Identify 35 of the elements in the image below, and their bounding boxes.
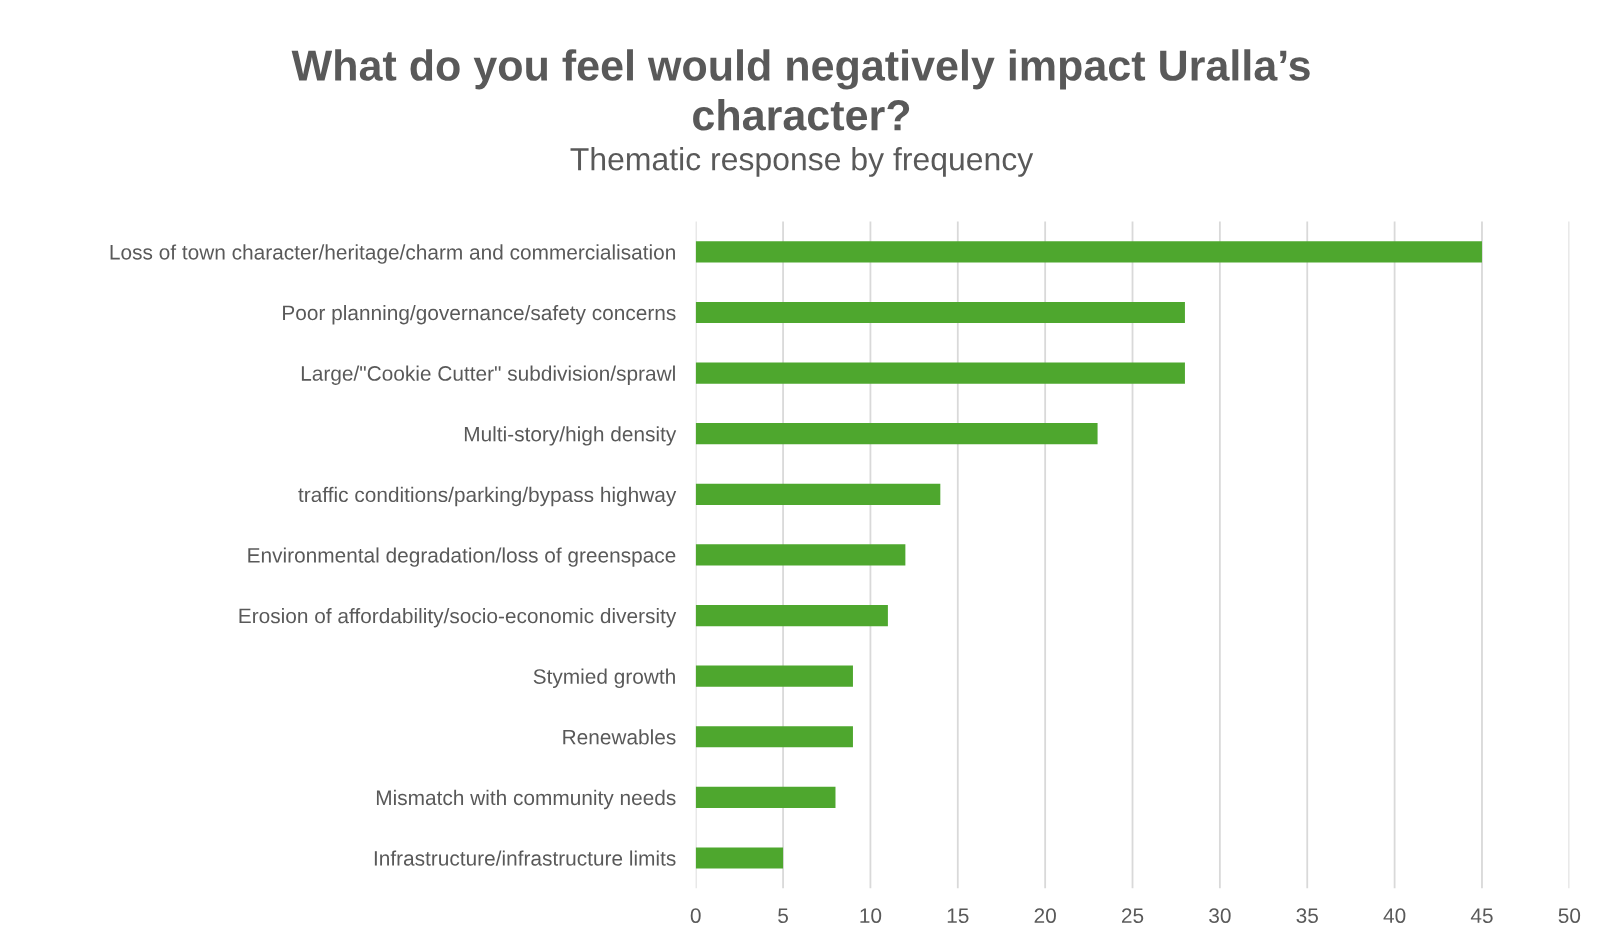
chart-subtitle: Thematic response by frequency bbox=[570, 147, 1034, 177]
y-tick-label: Infrastructure/infrastructure limits bbox=[374, 850, 676, 866]
chart-title: What do you feel would negatively impact Uralla’s character? bbox=[291, 49, 1310, 131]
x-tick-label: 45 bbox=[1470, 908, 1493, 924]
y-tick-label: Renewables bbox=[563, 729, 676, 745]
y-tick-label: Poor planning/governance/safety concerns bbox=[283, 304, 676, 325]
x-tick-label: 35 bbox=[1296, 908, 1318, 924]
x-tick-label: 5 bbox=[778, 908, 788, 924]
y-tick-label: Environmental degradation/loss of greenspace bbox=[248, 547, 676, 567]
x-tick-label: 50 bbox=[1558, 908, 1581, 924]
bar bbox=[695, 483, 941, 505]
bar bbox=[695, 423, 1098, 445]
bar bbox=[695, 726, 853, 748]
bar bbox=[695, 544, 906, 566]
y-tick-label: traffic conditions/parking/bypass highway bbox=[298, 486, 677, 507]
bar bbox=[695, 301, 1185, 324]
bar bbox=[695, 665, 853, 687]
x-tick-label: 15 bbox=[947, 908, 969, 924]
y-tick-label: Erosion of affordability/socio-economic diversity bbox=[239, 608, 677, 628]
bar bbox=[695, 786, 836, 808]
x-tick-label: 40 bbox=[1383, 908, 1406, 924]
x-tick-label: 0 bbox=[690, 908, 701, 924]
y-tick-label: Loss of town character/heritage/charm and commercialisation bbox=[110, 244, 675, 264]
y-tick-label: Multi-story/high density bbox=[464, 426, 677, 446]
bar bbox=[695, 362, 1185, 384]
x-tick-label: 25 bbox=[1121, 908, 1144, 924]
bar bbox=[695, 604, 888, 627]
x-tick-label: 30 bbox=[1209, 908, 1231, 924]
x-tick-label: 20 bbox=[1034, 908, 1056, 924]
y-tick-label: Stymied growth bbox=[533, 668, 675, 689]
y-tick-label: Large/"Cookie Cutter" subdivision/sprawl bbox=[301, 365, 675, 385]
bar bbox=[695, 241, 1482, 263]
x-tick-label: 10 bbox=[860, 908, 882, 924]
bar bbox=[695, 847, 784, 869]
y-tick-label: Mismatch with community needs bbox=[376, 789, 676, 810]
